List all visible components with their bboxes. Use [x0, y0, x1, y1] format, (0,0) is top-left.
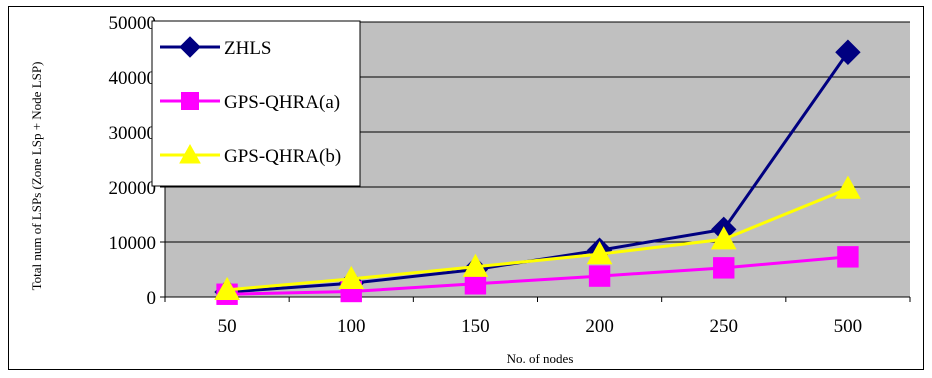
data-point — [588, 265, 611, 287]
x-tick-label: 500 — [834, 316, 863, 337]
legend-item: ZHLS — [160, 36, 272, 59]
legend: ZHLS GPS-QHRA(a) GPS-QHRA(b) — [151, 20, 361, 187]
legend-marker — [179, 143, 201, 164]
legend-marker — [179, 36, 201, 58]
y-axis-title: Total num of LSPs (Zone LSp + Node LSP) — [29, 62, 44, 291]
data-point — [214, 276, 240, 300]
data-point — [338, 265, 365, 289]
legend-item: GPS-QHRA(a) — [160, 92, 340, 113]
series-line — [226, 187, 849, 292]
data-point — [710, 226, 737, 250]
series-gps-qhra-b- — [214, 175, 861, 300]
y-tick-label: 50000 — [109, 13, 157, 34]
legend-label: GPS-QHRA(a) — [224, 92, 340, 113]
data-point — [835, 39, 861, 65]
data-point — [462, 253, 489, 277]
y-tick-label: 40000 — [109, 68, 157, 89]
series-line — [227, 255, 849, 296]
legend-label: ZHLS — [224, 38, 272, 59]
x-axis-title: No. of nodes — [507, 351, 574, 366]
y-tick-label: 20000 — [109, 178, 157, 199]
x-tick-label: 150 — [461, 316, 490, 337]
y-tick-label: 30000 — [109, 123, 157, 144]
y-tick-labels: 0 10000 20000 30000 40000 50000 — [109, 13, 157, 309]
y-tick-label: 0 — [147, 288, 157, 309]
series-layer — [214, 39, 861, 305]
x-tick-label: 50 — [218, 316, 237, 337]
data-point — [586, 241, 613, 265]
data-point — [837, 246, 859, 268]
x-tick-label: 100 — [337, 316, 366, 337]
x-tick-label: 200 — [585, 316, 614, 337]
x-tick-label: 250 — [710, 316, 739, 337]
legend-label: GPS-QHRA(b) — [224, 146, 341, 167]
data-point — [713, 257, 735, 279]
data-point — [835, 175, 861, 199]
legend-item: GPS-QHRA(b) — [160, 143, 341, 167]
y-tick-label: 10000 — [109, 233, 157, 254]
x-tick-labels: 50 100 150 200 250 500 — [218, 316, 863, 337]
legend-marker — [181, 92, 199, 110]
